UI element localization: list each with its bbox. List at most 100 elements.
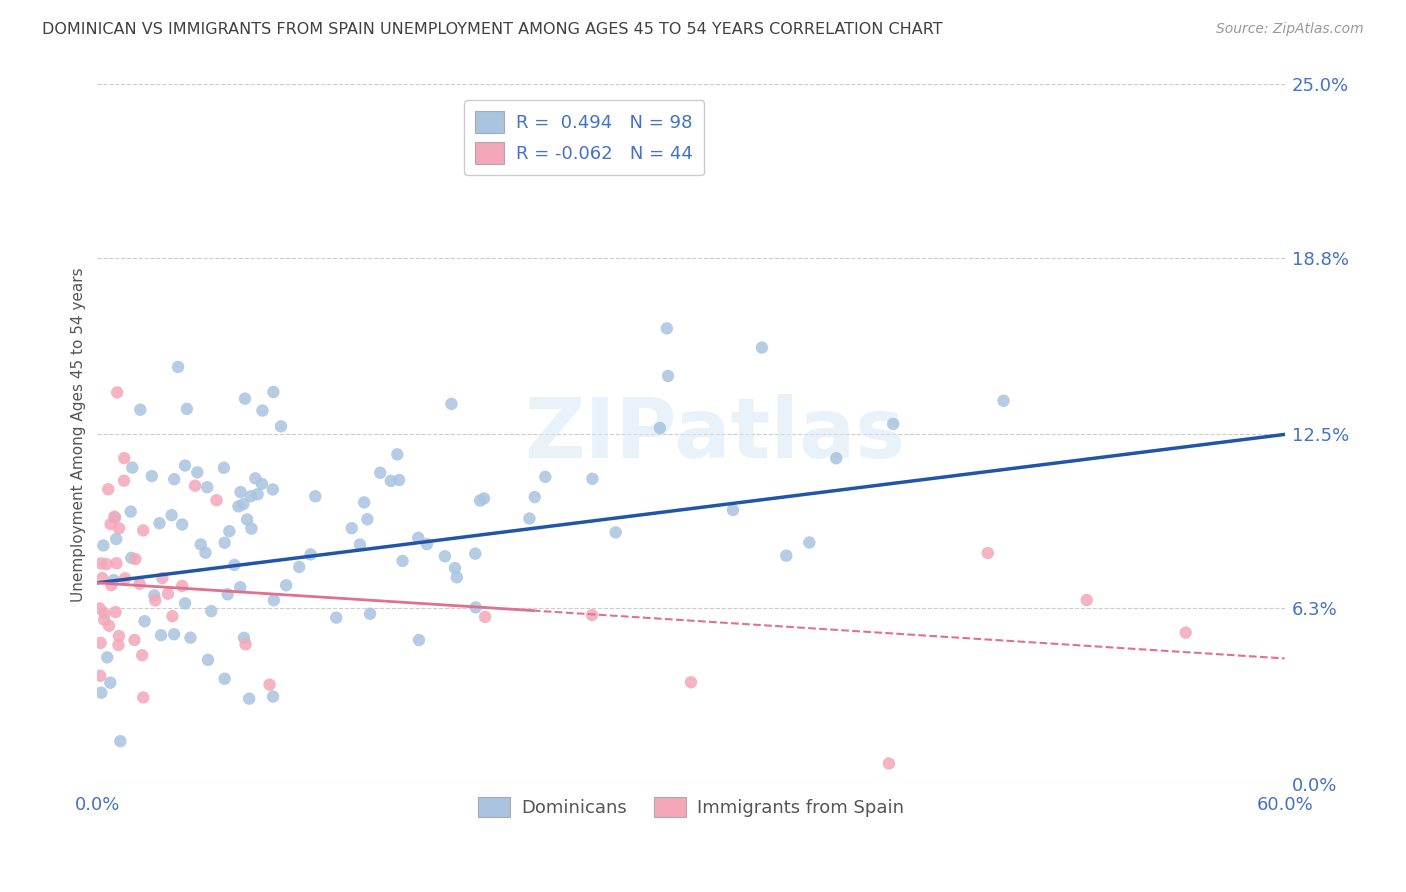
- Point: [195, 480, 218, 494]
- Point: [132, 524, 155, 538]
- Point: [235, 637, 257, 651]
- Point: [1076, 593, 1098, 607]
- Point: [882, 417, 904, 431]
- Point: [96, 650, 118, 665]
- Point: [110, 734, 132, 748]
- Point: [224, 558, 246, 572]
- Point: [440, 397, 463, 411]
- Point: [446, 570, 468, 584]
- Point: [129, 402, 152, 417]
- Point: [91, 539, 114, 553]
- Point: [236, 512, 259, 526]
- Point: [977, 546, 1000, 560]
- Point: [174, 458, 197, 473]
- Point: [238, 691, 260, 706]
- Point: [150, 571, 173, 585]
- Point: [148, 516, 170, 531]
- Point: [90, 686, 112, 700]
- Point: [799, 535, 821, 549]
- Point: [240, 522, 263, 536]
- Point: [112, 451, 135, 466]
- Point: [433, 549, 456, 564]
- Point: [93, 613, 115, 627]
- Point: [100, 517, 122, 532]
- Point: [233, 392, 256, 406]
- Point: [90, 557, 112, 571]
- Point: [353, 495, 375, 509]
- Point: [131, 648, 153, 663]
- Point: [96, 557, 118, 571]
- Point: [262, 384, 284, 399]
- Point: [523, 490, 546, 504]
- Point: [304, 489, 326, 503]
- Point: [197, 653, 219, 667]
- Point: [519, 511, 541, 525]
- Point: [252, 403, 274, 417]
- Text: DOMINICAN VS IMMIGRANTS FROM SPAIN UNEMPLOYMENT AMONG AGES 45 TO 54 YEARS CORREL: DOMINICAN VS IMMIGRANTS FROM SPAIN UNEMP…: [42, 22, 943, 37]
- Point: [124, 632, 146, 647]
- Point: [877, 756, 900, 771]
- Point: [288, 560, 311, 574]
- Point: [250, 476, 273, 491]
- Point: [163, 472, 186, 486]
- Point: [98, 618, 121, 632]
- Point: [105, 532, 128, 546]
- Point: [262, 690, 284, 704]
- Point: [359, 607, 381, 621]
- Point: [156, 587, 179, 601]
- Point: [468, 493, 491, 508]
- Point: [368, 466, 391, 480]
- Point: [464, 547, 486, 561]
- Point: [408, 633, 430, 648]
- Point: [648, 421, 671, 435]
- Point: [232, 497, 254, 511]
- Point: [143, 593, 166, 607]
- Point: [186, 466, 208, 480]
- Point: [388, 473, 411, 487]
- Point: [581, 472, 603, 486]
- Point: [581, 608, 603, 623]
- Point: [464, 600, 486, 615]
- Point: [90, 636, 112, 650]
- Point: [825, 451, 848, 466]
- Point: [229, 580, 252, 594]
- Point: [655, 321, 678, 335]
- Point: [98, 675, 121, 690]
- Point: [325, 610, 347, 624]
- Point: [194, 546, 217, 560]
- Point: [245, 471, 267, 485]
- Point: [134, 614, 156, 628]
- Point: [107, 638, 129, 652]
- Point: [474, 610, 496, 624]
- Point: [184, 479, 207, 493]
- Point: [229, 485, 252, 500]
- Point: [105, 385, 128, 400]
- Point: [775, 549, 797, 563]
- Point: [103, 509, 125, 524]
- Point: [114, 571, 136, 585]
- Point: [1174, 625, 1197, 640]
- Point: [605, 525, 627, 540]
- Point: [143, 589, 166, 603]
- Point: [150, 628, 173, 642]
- Point: [721, 503, 744, 517]
- Point: [132, 690, 155, 705]
- Point: [162, 609, 184, 624]
- Point: [167, 359, 190, 374]
- Point: [356, 512, 378, 526]
- Point: [406, 531, 429, 545]
- Point: [217, 587, 239, 601]
- Point: [97, 483, 120, 497]
- Point: [380, 474, 402, 488]
- Point: [108, 629, 131, 643]
- Point: [120, 505, 142, 519]
- Point: [657, 368, 679, 383]
- Point: [124, 552, 146, 566]
- Point: [276, 578, 298, 592]
- Point: [172, 517, 194, 532]
- Point: [270, 419, 292, 434]
- Point: [172, 579, 194, 593]
- Point: [176, 401, 198, 416]
- Point: [751, 341, 773, 355]
- Point: [160, 508, 183, 523]
